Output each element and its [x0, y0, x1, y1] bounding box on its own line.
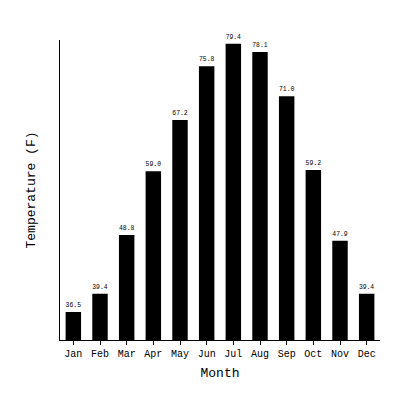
svg-text:78.1: 78.1: [252, 42, 267, 49]
svg-text:Apr: Apr: [144, 349, 162, 360]
svg-text:Sep: Sep: [278, 349, 296, 360]
svg-text:Oct: Oct: [304, 349, 322, 360]
svg-text:67.2: 67.2: [172, 110, 188, 117]
svg-text:Jun: Jun: [198, 349, 216, 360]
svg-text:Dec: Dec: [358, 349, 376, 360]
svg-text:Aug: Aug: [251, 349, 269, 360]
svg-text:39.4: 39.4: [359, 284, 374, 291]
svg-text:May: May: [171, 349, 189, 360]
svg-text:39.4: 39.4: [92, 284, 107, 291]
svg-text:71.0: 71.0: [279, 86, 295, 93]
svg-text:75.8: 75.8: [199, 56, 215, 63]
svg-text:36.5: 36.5: [66, 302, 82, 309]
svg-text:Month: Month: [200, 366, 239, 381]
svg-text:Feb: Feb: [91, 349, 109, 360]
svg-text:Nov: Nov: [331, 349, 349, 360]
svg-text:Jan: Jan: [64, 349, 82, 360]
svg-text:Mar: Mar: [118, 349, 136, 360]
svg-text:47.9: 47.9: [332, 231, 348, 238]
svg-text:Jul: Jul: [224, 349, 242, 360]
svg-text:Temperature (F): Temperature (F): [24, 131, 39, 248]
svg-text:59.2: 59.2: [306, 160, 322, 167]
svg-text:59.0: 59.0: [146, 161, 162, 168]
svg-text:48.8: 48.8: [119, 225, 135, 232]
svg-text:79.4: 79.4: [226, 34, 241, 41]
